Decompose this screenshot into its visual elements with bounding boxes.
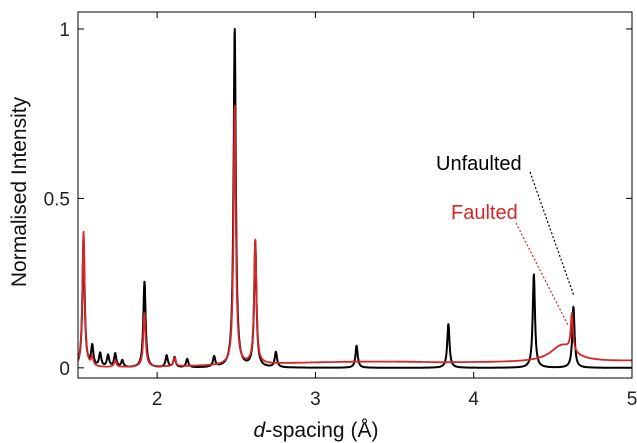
legend-unfaulted: Unfaulted — [436, 153, 522, 175]
x-axis-label-rest: -spacing (Å) — [265, 419, 378, 442]
series-line-unfaulted — [78, 28, 632, 369]
faulted-leader-line — [515, 222, 569, 326]
x-axis-label: d-spacing (Å) — [254, 419, 379, 442]
y-tick-label: 0.5 — [44, 189, 70, 210]
unfaulted-leader-line — [529, 171, 575, 297]
plot-layer — [78, 28, 632, 369]
y-axis-label: Normalised Intensity — [8, 96, 31, 287]
x-tick-label: 5 — [627, 389, 637, 410]
y-tick-label: 1 — [59, 20, 70, 41]
x-tick-label: 2 — [152, 389, 163, 410]
y-tick-label: 0 — [59, 359, 70, 380]
plot-frame — [77, 11, 633, 379]
legend-faulted: Faulted — [451, 202, 518, 224]
x-tick-label: 4 — [468, 389, 479, 410]
series-line-faulted — [78, 104, 632, 368]
x-tick-label: 3 — [310, 389, 321, 410]
x-axis-label-italic: d — [254, 419, 267, 442]
ticks-layer: 2 3 4 5 0 0.5 1 — [44, 12, 637, 410]
